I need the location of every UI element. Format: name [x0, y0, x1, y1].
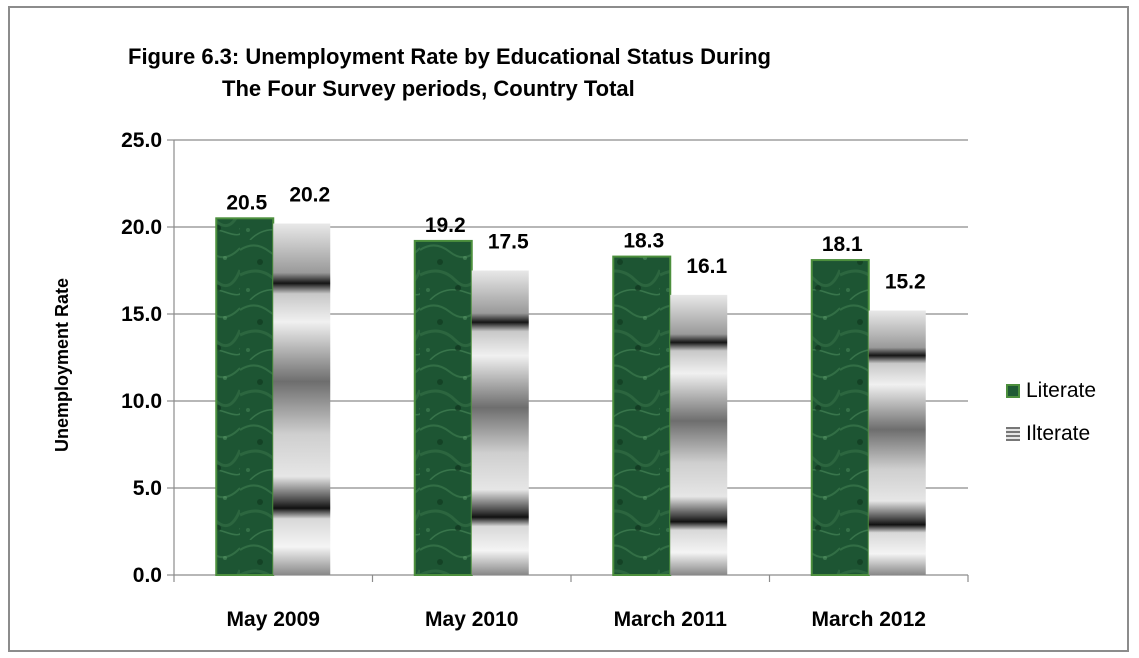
- data-label: 20.5: [226, 191, 267, 214]
- legend-label-literate: Literate: [1026, 379, 1097, 402]
- chart-title-line-1: Figure 6.3: Unemployment Rate by Educati…: [128, 44, 771, 69]
- bar-literate: [215, 217, 275, 577]
- bar-illiterate: [868, 310, 926, 575]
- data-label: 20.2: [289, 184, 330, 207]
- x-category-label: March 2012: [812, 608, 926, 631]
- legend-label-illiterate: Ilterate: [1026, 422, 1091, 445]
- y-tick-label: 0.0: [133, 564, 162, 587]
- y-tick-label: 5.0: [133, 477, 162, 500]
- chart-frame: Figure 6.3: Unemployment Rate by Educati…: [8, 6, 1129, 652]
- y-tick-label: 15.0: [121, 303, 162, 326]
- legend-swatch-literate: [1006, 384, 1020, 398]
- legend: Literate Ilterate: [1006, 378, 1096, 464]
- data-label: 18.3: [623, 230, 664, 253]
- data-label: 17.5: [488, 231, 529, 254]
- bar-illiterate: [471, 270, 529, 575]
- y-tick-label: 10.0: [121, 390, 162, 413]
- data-label: 19.2: [425, 214, 466, 237]
- legend-item-literate: Literate: [1006, 378, 1096, 404]
- bar-illiterate: [670, 294, 728, 575]
- data-label: 16.1: [686, 255, 727, 278]
- data-label: 18.1: [822, 233, 863, 256]
- chart-title-line-2: The Four Survey periods, Country Total: [222, 76, 635, 101]
- y-tick-label: 25.0: [121, 129, 162, 152]
- bar-illiterate: [273, 223, 331, 575]
- y-tick-label: 20.0: [121, 216, 162, 239]
- x-category-label: May 2009: [227, 608, 320, 631]
- x-category-label: March 2011: [614, 608, 728, 631]
- legend-item-illiterate: Ilterate: [1006, 421, 1096, 447]
- bar-literate: [612, 255, 672, 576]
- x-category-label: May 2010: [425, 608, 518, 631]
- bar-literate: [413, 239, 473, 576]
- legend-swatch-illiterate: [1006, 427, 1020, 441]
- y-axis-title: Unemployment Rate: [52, 278, 72, 452]
- bar-literate: [810, 259, 870, 576]
- data-label: 15.2: [885, 271, 926, 294]
